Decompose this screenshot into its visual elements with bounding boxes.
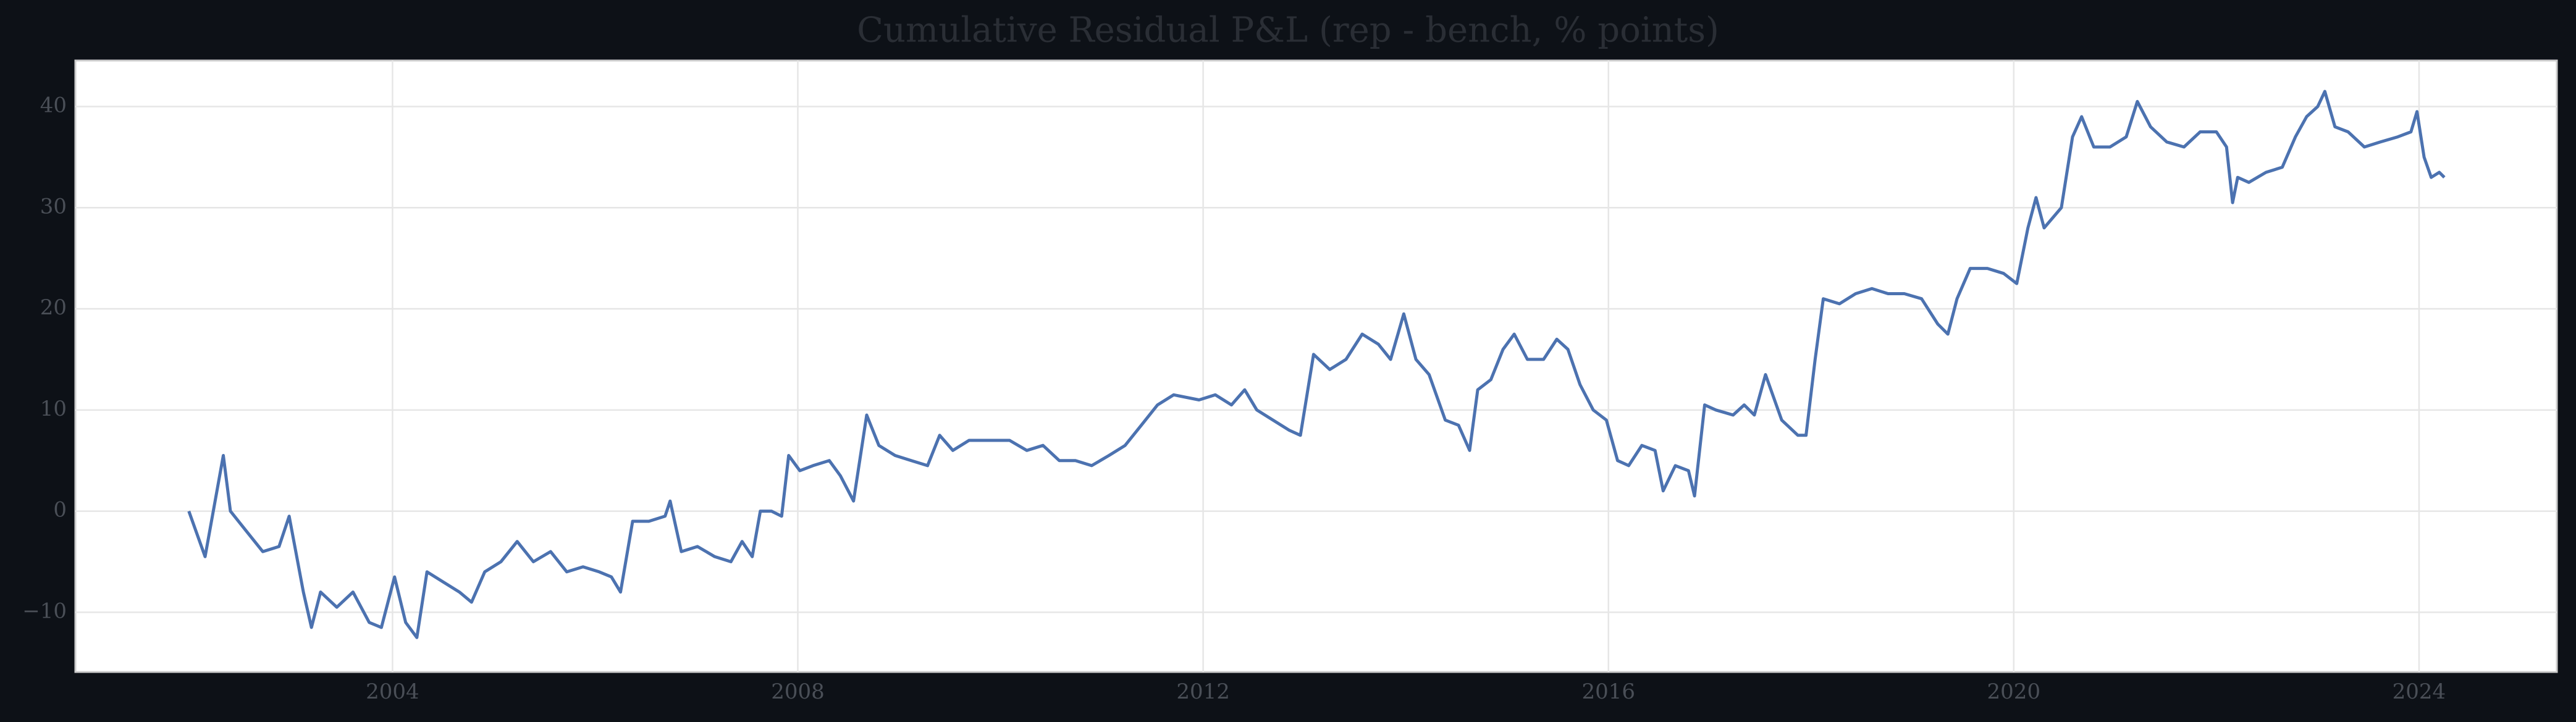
- plot-area: [74, 59, 2558, 673]
- x-tick-label: 2008: [771, 679, 825, 704]
- x-tick-label: 2016: [1581, 679, 1635, 704]
- data-line: [187, 90, 2446, 639]
- x-tick-label: 2020: [1987, 679, 2041, 704]
- x-tick-label: 2004: [366, 679, 419, 704]
- chart-title: Cumulative Residual P&L (rep - bench, % …: [857, 10, 1719, 51]
- y-tick-label: 30: [40, 194, 67, 219]
- y-tick-label: 20: [40, 295, 67, 320]
- x-tick-label: 2024: [2393, 679, 2446, 704]
- x-tick-label: 2012: [1176, 679, 1230, 704]
- y-tick-label: 10: [40, 397, 67, 421]
- y-tick-label: 0: [53, 498, 67, 523]
- y-tick-label: −10: [22, 598, 67, 623]
- y-tick-label: 40: [40, 93, 67, 118]
